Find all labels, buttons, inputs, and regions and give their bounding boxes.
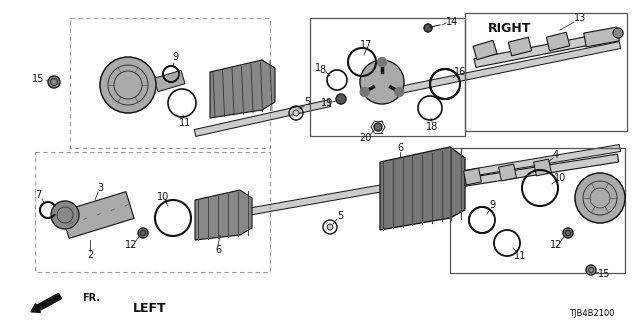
Polygon shape xyxy=(499,164,516,181)
Text: 12: 12 xyxy=(550,240,562,250)
Circle shape xyxy=(613,28,623,38)
Circle shape xyxy=(374,123,382,131)
Circle shape xyxy=(586,265,596,275)
Circle shape xyxy=(327,224,333,230)
Text: 17: 17 xyxy=(360,40,372,50)
Bar xyxy=(35,152,270,272)
Circle shape xyxy=(563,228,573,238)
Polygon shape xyxy=(473,40,497,60)
Text: 15: 15 xyxy=(32,74,44,84)
Polygon shape xyxy=(440,145,621,181)
Polygon shape xyxy=(394,42,621,94)
Polygon shape xyxy=(229,174,440,219)
Circle shape xyxy=(424,24,432,32)
Polygon shape xyxy=(210,60,275,118)
Text: 4: 4 xyxy=(553,150,559,160)
Text: RIGHT: RIGHT xyxy=(488,21,532,35)
Text: 9: 9 xyxy=(172,52,178,62)
Circle shape xyxy=(293,110,299,116)
Polygon shape xyxy=(463,168,481,185)
Polygon shape xyxy=(195,190,252,240)
Circle shape xyxy=(100,57,156,113)
Polygon shape xyxy=(584,27,620,47)
Text: 9: 9 xyxy=(489,200,495,210)
FancyArrow shape xyxy=(31,293,61,312)
Text: 10: 10 xyxy=(554,173,566,183)
Polygon shape xyxy=(508,37,532,56)
Polygon shape xyxy=(61,192,134,238)
Circle shape xyxy=(336,94,346,104)
Text: 15: 15 xyxy=(598,269,610,279)
Polygon shape xyxy=(380,147,465,230)
Bar xyxy=(70,18,270,148)
Circle shape xyxy=(395,87,404,97)
Circle shape xyxy=(51,201,79,229)
Text: LEFT: LEFT xyxy=(133,301,167,315)
Polygon shape xyxy=(474,31,619,68)
Text: 1: 1 xyxy=(315,63,321,73)
Text: 19: 19 xyxy=(321,98,333,108)
Circle shape xyxy=(48,76,60,88)
Text: 5: 5 xyxy=(337,211,343,221)
Polygon shape xyxy=(547,32,570,51)
Text: 8: 8 xyxy=(319,65,325,75)
Text: TJB4B2100: TJB4B2100 xyxy=(570,308,615,317)
Text: 6: 6 xyxy=(215,245,221,255)
Bar xyxy=(465,13,627,131)
Circle shape xyxy=(378,58,387,67)
Polygon shape xyxy=(154,70,185,92)
Bar xyxy=(310,18,465,136)
Text: 20: 20 xyxy=(359,133,371,143)
Text: 11: 11 xyxy=(179,118,191,128)
Text: 16: 16 xyxy=(454,67,466,77)
Circle shape xyxy=(360,60,404,104)
Text: 12: 12 xyxy=(125,240,137,250)
Text: 14: 14 xyxy=(446,17,458,27)
Text: 11: 11 xyxy=(514,251,526,261)
Text: 3: 3 xyxy=(97,183,103,193)
Polygon shape xyxy=(534,159,552,176)
Text: 18: 18 xyxy=(426,122,438,132)
Text: 6: 6 xyxy=(397,143,403,153)
Text: 13: 13 xyxy=(574,13,586,23)
Polygon shape xyxy=(460,154,619,187)
Text: 7: 7 xyxy=(35,190,41,200)
Text: 5: 5 xyxy=(304,97,310,107)
Bar xyxy=(450,148,625,273)
Text: 10: 10 xyxy=(157,192,169,202)
Circle shape xyxy=(138,228,148,238)
Circle shape xyxy=(575,173,625,223)
Text: 2: 2 xyxy=(87,250,93,260)
Text: FR.: FR. xyxy=(82,293,100,303)
Polygon shape xyxy=(195,100,331,136)
Circle shape xyxy=(360,87,369,97)
